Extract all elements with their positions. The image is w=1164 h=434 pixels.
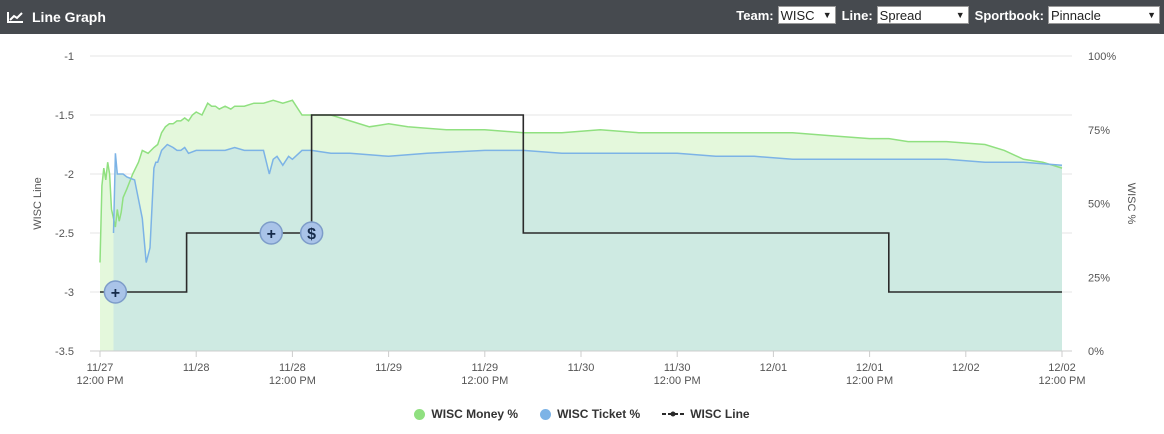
title-group: Line Graph — [6, 9, 106, 25]
legend-dot-money — [414, 408, 426, 420]
ticket-area — [113, 144, 1062, 351]
line-select[interactable]: Spread ▼ — [876, 6, 969, 24]
x-tick-date-label: 12/02 — [952, 362, 980, 374]
plus-marker-icon-glyph: + — [267, 226, 276, 243]
right-tick-label: 75% — [1088, 125, 1110, 137]
left-axis-title: WISC Line — [32, 177, 44, 230]
x-tick-date-label: 11/28 — [183, 362, 210, 374]
plus-marker-icon — [103, 280, 128, 304]
chart-controls: Team: WISC ▼ Line: Spread ▼ Sportbook: P… — [734, 6, 1160, 24]
dollar-marker-icon-glyph: $ — [307, 226, 316, 243]
x-tick-date-label: 11/29 — [375, 362, 402, 374]
sportsbook-select[interactable]: Pinnacle ▼ — [1048, 6, 1160, 24]
series-fills — [100, 100, 1062, 351]
series-lines — [99, 99, 1063, 293]
x-tick-date-label: 12/01 — [760, 362, 788, 374]
chevron-down-icon: ▼ — [1147, 10, 1156, 20]
left-tick-label: -1.5 — [55, 110, 74, 122]
right-axis-title: WISC % — [1125, 183, 1137, 225]
left-tick-label: -1 — [64, 51, 74, 63]
x-tick-date-label: 12/01 — [856, 362, 884, 374]
left-tick-label: -2 — [64, 169, 74, 181]
right-tick-label: 25% — [1088, 272, 1110, 284]
legend-label-line: WISC Line — [690, 407, 750, 421]
chart-legend: WISC Money % WISC Ticket % WISC Line — [0, 407, 1164, 421]
event-markers: + + $ — [103, 221, 324, 304]
legend-label-money: WISC Money % — [431, 407, 519, 421]
x-tick-time-label: 12:00 PM — [1038, 375, 1085, 387]
legend-item-money[interactable]: WISC Money % — [414, 407, 518, 421]
legend-item-ticket[interactable]: WISC Ticket % — [540, 407, 640, 421]
left-tick-label: -2.5 — [55, 228, 74, 240]
ticket-line — [112, 143, 1063, 263]
x-tick-date-label: 12/02 — [1048, 362, 1076, 374]
right-tick-label: 50% — [1088, 199, 1110, 211]
line-chart: ++ $ -1-1.5-2-2.5-3-3.5100%75%50%25%0%11/… — [32, 51, 1137, 387]
left-tick-label: -3 — [64, 287, 74, 299]
right-tick-label: 100% — [1088, 51, 1116, 63]
left-tick-label: -3.5 — [55, 346, 74, 358]
sportsbook-label: Sportbook: — [974, 7, 1044, 23]
legend-label-ticket: WISC Ticket % — [557, 407, 641, 421]
team-label: Team: — [736, 7, 774, 23]
team-select-value: WISC — [780, 7, 815, 23]
legend-item-line[interactable]: WISC Line — [662, 407, 750, 421]
x-tick-time-label: 12:00 PM — [76, 375, 123, 387]
x-tick-date-label: 11/29 — [471, 362, 498, 374]
chart-header: Line Graph Team: WISC ▼ Line: Spread ▼ S… — [0, 0, 1164, 34]
axes: -1-1.5-2-2.5-3-3.5100%75%50%25%0%11/2712… — [32, 51, 1137, 387]
x-tick-time-label: 12:00 PM — [654, 375, 701, 387]
legend-dot-ticket — [540, 408, 552, 420]
line-select-value: Spread — [879, 7, 922, 23]
line-graph-icon — [7, 12, 23, 23]
money-line — [99, 99, 1063, 263]
plus-marker-icon — [259, 221, 283, 245]
team-select[interactable]: WISC ▼ — [777, 6, 836, 24]
chart-title: Line Graph — [32, 9, 106, 25]
chevron-down-icon: ▼ — [955, 10, 965, 20]
x-tick-date-label: 11/27 — [87, 362, 114, 374]
legend-line-symbol — [662, 411, 685, 417]
x-tick-time-label: 12:00 PM — [846, 375, 893, 387]
chevron-down-icon: ▼ — [822, 10, 832, 20]
line-label: Line: — [841, 7, 873, 23]
wisc-line — [100, 114, 1062, 293]
x-tick-date-label: 11/28 — [279, 362, 306, 374]
x-tick-date-label: 11/30 — [568, 362, 595, 374]
x-tick-time-label: 12:00 PM — [269, 375, 316, 387]
plus-marker-icon-glyph: + — [111, 285, 120, 302]
sportsbook-select-value: Pinnacle — [1051, 7, 1101, 23]
right-tick-label: 0% — [1088, 346, 1104, 358]
dollar-marker-icon — [299, 221, 324, 245]
x-tick-time-label: 12:00 PM — [461, 375, 508, 387]
x-tick-date-label: 11/30 — [664, 362, 691, 374]
